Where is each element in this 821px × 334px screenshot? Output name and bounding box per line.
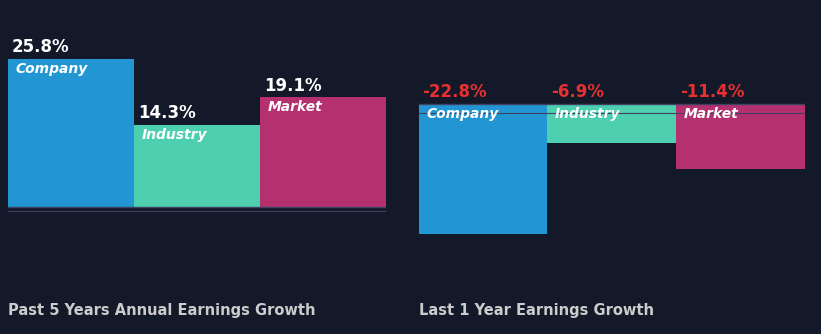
Text: Past 5 Years Annual Earnings Growth: Past 5 Years Annual Earnings Growth: [8, 303, 316, 318]
Text: 19.1%: 19.1%: [264, 76, 321, 95]
Text: Market: Market: [684, 107, 738, 121]
Text: 25.8%: 25.8%: [12, 38, 70, 56]
Bar: [548, 104, 676, 143]
Bar: [8, 59, 134, 207]
Text: Industry: Industry: [142, 128, 207, 142]
Text: -11.4%: -11.4%: [680, 84, 745, 102]
Bar: [676, 104, 805, 169]
Text: 14.3%: 14.3%: [138, 104, 195, 122]
Text: Industry: Industry: [555, 107, 621, 121]
Bar: [260, 98, 386, 207]
Bar: [134, 125, 260, 207]
Text: Market: Market: [268, 100, 323, 114]
Bar: [419, 104, 548, 234]
Text: Company: Company: [16, 62, 88, 76]
Text: -22.8%: -22.8%: [423, 84, 487, 102]
Text: Last 1 Year Earnings Growth: Last 1 Year Earnings Growth: [419, 303, 654, 318]
Text: -6.9%: -6.9%: [551, 84, 604, 102]
Text: Company: Company: [426, 107, 498, 121]
